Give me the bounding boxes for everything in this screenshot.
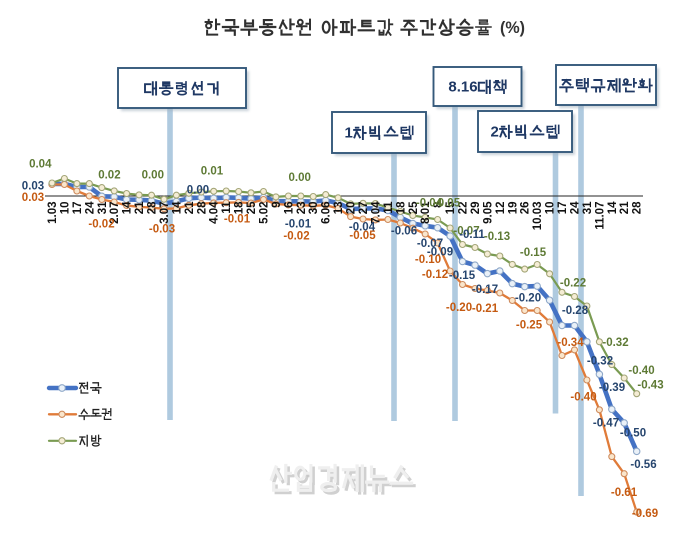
svg-text:-0.06: -0.06 xyxy=(391,226,417,238)
svg-text:-0.32: -0.32 xyxy=(602,337,628,349)
svg-text:0.00: 0.00 xyxy=(187,185,209,197)
svg-text:-0.10: -0.10 xyxy=(415,254,441,266)
svg-text:11: 11 xyxy=(383,201,395,214)
svg-text:28: 28 xyxy=(196,201,208,214)
svg-text:-0.40: -0.40 xyxy=(570,392,596,404)
svg-text:-0.01: -0.01 xyxy=(285,218,312,230)
svg-text:-0.20: -0.20 xyxy=(515,293,541,305)
svg-text:11: 11 xyxy=(221,201,233,214)
svg-text:-0.07: -0.07 xyxy=(453,225,479,237)
svg-text:-0.05: -0.05 xyxy=(434,198,461,210)
svg-text:7.04: 7.04 xyxy=(370,201,382,224)
svg-text:-0.01: -0.01 xyxy=(224,214,251,226)
svg-text:-0.02: -0.02 xyxy=(88,218,114,230)
svg-text:8: 8 xyxy=(433,201,445,208)
svg-text:-0.20: -0.20 xyxy=(446,302,472,314)
svg-text:-0.22: -0.22 xyxy=(560,278,586,290)
svg-text:9: 9 xyxy=(271,202,283,208)
svg-text:-0.43: -0.43 xyxy=(637,380,663,392)
svg-text:31: 31 xyxy=(582,201,594,214)
svg-text:20: 20 xyxy=(346,202,358,215)
svg-text:29: 29 xyxy=(470,202,482,215)
svg-text:24: 24 xyxy=(570,201,582,214)
svg-text:0.02: 0.02 xyxy=(98,170,120,182)
svg-text:-0.69: -0.69 xyxy=(632,508,658,520)
svg-text:8.01: 8.01 xyxy=(420,201,432,224)
svg-text:10.03: 10.03 xyxy=(532,202,544,231)
svg-text:30: 30 xyxy=(308,202,320,215)
svg-text:-0.04: -0.04 xyxy=(349,222,376,234)
svg-text:1: 1 xyxy=(345,125,353,142)
svg-text:23: 23 xyxy=(296,202,308,215)
svg-text:21: 21 xyxy=(619,201,631,214)
svg-text:-0.11: -0.11 xyxy=(459,229,485,241)
svg-text:10: 10 xyxy=(59,202,71,215)
svg-text:17: 17 xyxy=(557,202,569,215)
svg-text:-0.07: -0.07 xyxy=(417,238,443,250)
svg-text:28: 28 xyxy=(147,201,159,214)
svg-text:0.00: 0.00 xyxy=(142,170,164,182)
svg-text:-0.05: -0.05 xyxy=(349,230,376,242)
svg-text:14: 14 xyxy=(171,201,183,214)
svg-text:6.06: 6.06 xyxy=(321,202,333,224)
svg-text:31: 31 xyxy=(97,201,109,214)
svg-text:-0.47: -0.47 xyxy=(593,418,619,430)
svg-text:4.04: 4.04 xyxy=(209,201,221,224)
svg-text:0.03: 0.03 xyxy=(22,192,44,204)
svg-text:14: 14 xyxy=(122,201,134,214)
svg-text:25: 25 xyxy=(246,201,258,214)
svg-text:3.07: 3.07 xyxy=(159,202,171,224)
svg-text:2: 2 xyxy=(491,124,499,141)
svg-text:15: 15 xyxy=(445,201,457,214)
svg-text:-0.03: -0.03 xyxy=(149,224,175,236)
svg-text:21: 21 xyxy=(184,201,196,214)
svg-text:21: 21 xyxy=(134,201,146,214)
svg-text:-0.40: -0.40 xyxy=(628,365,654,377)
svg-text:0.03: 0.03 xyxy=(22,181,44,193)
svg-text:17: 17 xyxy=(72,202,84,215)
svg-text:19: 19 xyxy=(507,202,519,215)
svg-text:-0.21: -0.21 xyxy=(472,303,499,315)
svg-text:-0.15: -0.15 xyxy=(520,247,547,259)
svg-text:10: 10 xyxy=(545,202,557,215)
svg-text:-0.32: -0.32 xyxy=(587,356,613,368)
svg-text:2.07: 2.07 xyxy=(109,202,121,224)
svg-text:-0.12: -0.12 xyxy=(422,269,448,281)
svg-text:-0.56: -0.56 xyxy=(630,459,656,471)
svg-text:24: 24 xyxy=(84,201,96,214)
svg-text:-0.13: -0.13 xyxy=(484,231,510,243)
svg-text:9.05: 9.05 xyxy=(482,201,494,224)
svg-text:18: 18 xyxy=(234,201,246,214)
svg-text:11.07: 11.07 xyxy=(594,202,606,230)
svg-text:14: 14 xyxy=(607,201,619,214)
svg-text:-0.39: -0.39 xyxy=(599,382,625,394)
svg-text:18: 18 xyxy=(395,201,407,214)
svg-text:28: 28 xyxy=(632,201,644,214)
svg-text:1.03: 1.03 xyxy=(47,202,59,224)
svg-text:-0.17: -0.17 xyxy=(472,284,498,296)
svg-text:8.16: 8.16 xyxy=(448,79,477,96)
svg-text:-0.50: -0.50 xyxy=(620,428,646,440)
svg-text:16: 16 xyxy=(283,202,295,215)
svg-text:12: 12 xyxy=(495,202,507,215)
svg-text:-0.09: -0.09 xyxy=(427,247,453,259)
svg-text:-0.28: -0.28 xyxy=(562,305,589,317)
svg-text:27: 27 xyxy=(358,202,370,215)
svg-text:0.01: 0.01 xyxy=(201,166,224,178)
svg-text:13: 13 xyxy=(333,202,345,215)
svg-text:-0.34: -0.34 xyxy=(557,337,584,349)
svg-text:(%): (%) xyxy=(500,19,525,37)
svg-text:-0.02: -0.02 xyxy=(283,231,309,243)
svg-text:5.02: 5.02 xyxy=(259,202,271,224)
svg-text:-0.04: -0.04 xyxy=(416,198,443,210)
svg-text:26: 26 xyxy=(520,202,532,215)
svg-text:0.04: 0.04 xyxy=(29,159,52,171)
svg-text:-0.15: -0.15 xyxy=(449,270,476,282)
svg-text:0.00: 0.00 xyxy=(289,172,311,184)
svg-text:-0.61: -0.61 xyxy=(611,487,638,499)
svg-text:22: 22 xyxy=(458,202,470,215)
svg-text:-0.25: -0.25 xyxy=(516,320,543,332)
svg-text:25: 25 xyxy=(408,201,420,214)
